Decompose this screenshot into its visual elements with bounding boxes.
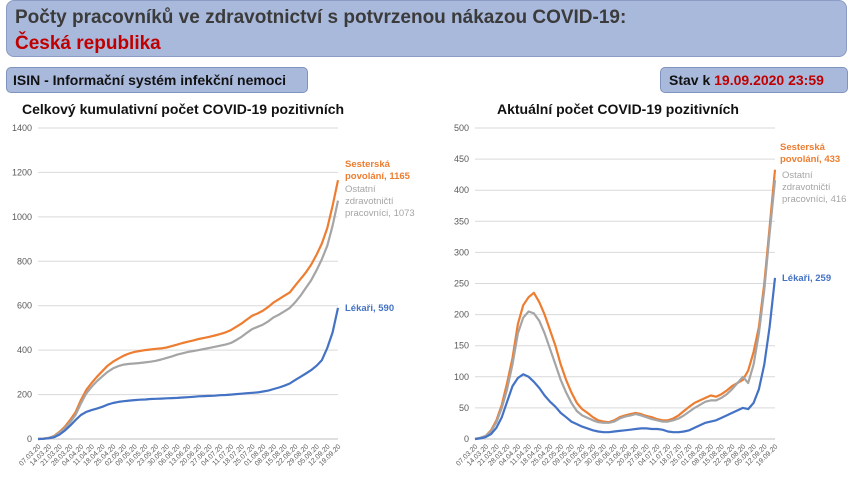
y-tick-label: 400 bbox=[17, 345, 32, 355]
series-end-label: Ostatní bbox=[345, 184, 376, 195]
series-end-label: Ostatní bbox=[782, 170, 813, 181]
status-date-box: Stav k 19.09.2020 23:59 bbox=[660, 67, 848, 93]
series-end-label: zdravotničtí bbox=[345, 196, 394, 207]
isin-label: ISIN - Informační systém infekční nemoci bbox=[6, 67, 308, 93]
y-tick-label: 500 bbox=[454, 123, 469, 133]
y-tick-label: 200 bbox=[17, 390, 32, 400]
series-line-1 bbox=[474, 180, 777, 441]
series-end-label: zdravotničtí bbox=[782, 182, 831, 193]
series-end-label: Lékaři, 590 bbox=[345, 303, 394, 314]
series-line-0 bbox=[474, 169, 777, 441]
y-tick-label: 100 bbox=[454, 372, 469, 382]
chart2-title: Aktuální počet COVID-19 pozitivních bbox=[497, 101, 739, 117]
series-end-label: Lékaři, 259 bbox=[782, 273, 831, 284]
series-end-label: povolání, 433 bbox=[780, 154, 840, 165]
series-line-1 bbox=[37, 200, 340, 441]
series-end-label: Sesterská bbox=[345, 159, 391, 170]
status-datetime: 19.09.2020 23:59 bbox=[714, 72, 824, 88]
page-subtitle: Česká republika bbox=[15, 33, 161, 54]
series-end-label: pracovníci, 1073 bbox=[345, 208, 415, 219]
y-tick-label: 800 bbox=[17, 256, 32, 266]
y-tick-label: 0 bbox=[27, 434, 32, 444]
y-tick-label: 0 bbox=[464, 434, 469, 444]
series-line-2 bbox=[474, 277, 777, 441]
series-end-label: pracovníci, 416 bbox=[782, 194, 846, 205]
page-title: Počty pracovníků ve zdravotnictví s potv… bbox=[15, 7, 627, 28]
series-end-label: povolání, 1165 bbox=[345, 171, 411, 182]
chart1-title: Celkový kumulativní počet COVID-19 pozit… bbox=[22, 101, 345, 117]
status-prefix: Stav k bbox=[669, 72, 715, 88]
y-tick-label: 1000 bbox=[12, 212, 32, 222]
series-line-0 bbox=[37, 179, 340, 441]
series-end-label: Sesterská bbox=[780, 142, 826, 153]
y-tick-label: 200 bbox=[454, 310, 469, 320]
y-tick-label: 400 bbox=[454, 185, 469, 195]
y-tick-label: 1200 bbox=[12, 167, 32, 177]
y-tick-label: 250 bbox=[454, 279, 469, 289]
y-tick-label: 600 bbox=[17, 301, 32, 311]
y-tick-label: 350 bbox=[454, 216, 469, 226]
y-tick-label: 50 bbox=[459, 403, 469, 413]
chart-cumulative: 020040060080010001200140007.03.2014.03.2… bbox=[12, 123, 415, 468]
y-tick-label: 150 bbox=[454, 341, 469, 351]
y-tick-label: 450 bbox=[454, 154, 469, 164]
y-tick-label: 300 bbox=[454, 247, 469, 257]
header-banner: Počty pracovníků ve zdravotnictví s potv… bbox=[6, 0, 847, 57]
series-line-2 bbox=[37, 307, 340, 441]
y-tick-label: 1400 bbox=[12, 123, 32, 133]
